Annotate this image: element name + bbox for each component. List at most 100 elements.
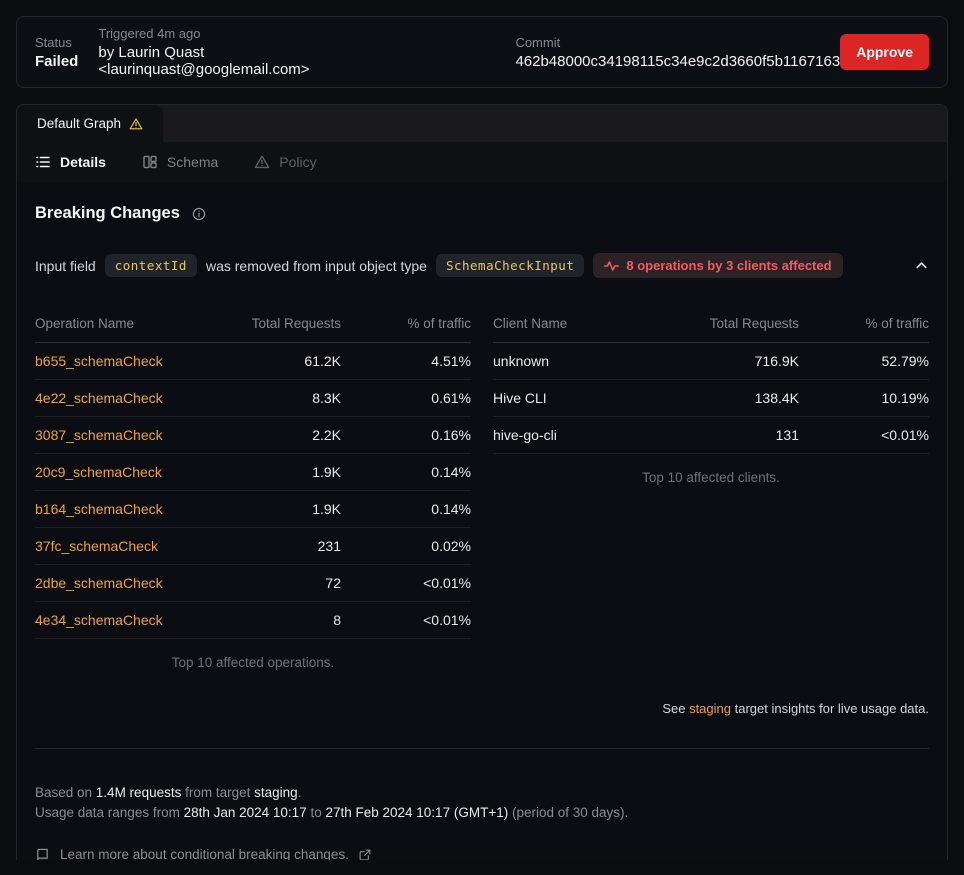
activity-pulse-icon [604, 260, 620, 272]
traffic-cell: 0.16% [431, 427, 471, 443]
type-code-chip: SchemaCheckInput [435, 254, 585, 277]
triggered-author: by Laurin Quast <laurinquast@googlemail.… [98, 44, 310, 78]
breaking-change-row[interactable]: Input field contextId was removed from i… [35, 253, 929, 278]
triggered-label: Triggered 4m ago [98, 26, 201, 41]
commit-hash: 462b48000c34198115c34e9c2d3660f5b1167163 [515, 52, 841, 70]
warning-triangle-icon [129, 117, 143, 131]
traffic-cell: <0.01% [423, 612, 471, 628]
tab-default-graph[interactable]: Default Graph [17, 105, 164, 142]
list-icon [35, 154, 51, 170]
table-row: b655_schemaCheck 61.2K 4.51% [35, 343, 471, 380]
info-icon[interactable] [192, 207, 206, 221]
table-row: unknown 716.9K 52.79% [493, 343, 929, 380]
traffic-cell: <0.01% [423, 575, 471, 591]
change-text-before: Input field [35, 257, 96, 274]
affected-badge: 8 operations by 3 clients affected [593, 253, 843, 278]
commit-label: Commit [515, 34, 561, 50]
triggered-column: Triggered 4m ago by Laurin Quast <laurin… [98, 26, 347, 78]
table-row: 4e34_schemaCheck 8 <0.01% [35, 602, 471, 639]
table-row: 20c9_schemaCheck 1.9K 0.14% [35, 454, 471, 491]
requests-cell: 231 [317, 538, 341, 554]
operation-link[interactable]: 3087_schemaCheck [35, 427, 163, 443]
operations-table: Operation Name Total Requests % of traff… [35, 305, 471, 670]
status-value: Failed [35, 52, 79, 70]
book-icon [35, 847, 50, 860]
requests-cell: 61.2K [304, 353, 341, 369]
requests-cell: 131 [775, 427, 799, 443]
operation-link[interactable]: 37fc_schemaCheck [35, 538, 158, 554]
graph-tabstrip: Default Graph [17, 105, 947, 142]
requests-cell: 1.9K [312, 501, 341, 517]
check-header-card: Status Failed Triggered 4m ago by Laurin… [16, 16, 948, 88]
traffic-cell: 52.79% [881, 353, 929, 369]
traffic-cell: 0.14% [431, 464, 471, 480]
tab-policy[interactable]: Policy [254, 154, 317, 170]
status-label: Status [35, 34, 72, 50]
table-row: 2dbe_schemaCheck 72 <0.01% [35, 565, 471, 602]
client-name-cell: unknown [493, 353, 550, 369]
usage-footer: Based on 1.4M requests from target stagi… [35, 783, 929, 860]
traffic-cell: 0.14% [431, 501, 471, 517]
details-content: Breaking Changes Input field contextId w… [17, 182, 947, 860]
clients-table-header: Client Name Total Requests % of traffic [493, 305, 929, 343]
breaking-changes-header: Breaking Changes [35, 204, 929, 223]
warning-triangle-icon [254, 154, 270, 170]
field-code-chip: contextId [104, 254, 197, 277]
insights-text-before: See [662, 701, 690, 716]
traffic-cell: 0.61% [431, 390, 471, 406]
client-name-cell: hive-go-cli [493, 427, 557, 443]
tab-schema[interactable]: Schema [142, 154, 218, 170]
requests-cell: 716.9K [754, 353, 799, 369]
tab-schema-label: Schema [166, 154, 219, 170]
operation-link[interactable]: b655_schemaCheck [35, 353, 163, 369]
operation-link[interactable]: 20c9_schemaCheck [35, 464, 162, 480]
operation-link[interactable]: 2dbe_schemaCheck [35, 575, 163, 591]
check-detail-card: Default Graph Details [16, 104, 948, 860]
section-title: Breaking Changes [35, 204, 180, 222]
clients-caption: Top 10 affected clients. [642, 470, 780, 485]
commit-column: Commit 462b48000c34198115c34e9c2d3660f5b… [515, 35, 840, 70]
change-text-middle: was removed from input object type [205, 257, 427, 274]
operations-table-header: Operation Name Total Requests % of traff… [35, 305, 471, 343]
graph-tab-label: Default Graph [37, 116, 122, 131]
table-row: 3087_schemaCheck 2.2K 0.16% [35, 417, 471, 454]
requests-cell: 2.2K [312, 427, 341, 443]
tab-details[interactable]: Details [35, 154, 106, 170]
requests-cell: 8.3K [312, 390, 341, 406]
learn-more-link[interactable]: Learn more about conditional breaking ch… [35, 845, 929, 860]
footer-divider [35, 748, 929, 749]
based-on-line: Based on 1.4M requests from target stagi… [35, 785, 302, 800]
insights-note: See staging target insights for live usa… [35, 701, 929, 716]
table-row: 4e22_schemaCheck 8.3K 0.61% [35, 380, 471, 417]
staging-target-link[interactable]: staging [689, 701, 731, 716]
chevron-up-icon[interactable] [914, 258, 929, 273]
traffic-cell: 0.02% [431, 538, 471, 554]
external-link-icon [359, 849, 371, 860]
insights-text-after: target insights for live usage data. [730, 701, 929, 716]
affected-badge-label: 8 operations by 3 clients affected [626, 258, 832, 273]
operation-link[interactable]: 4e34_schemaCheck [35, 612, 163, 628]
requests-cell: 72 [325, 575, 341, 591]
columns-icon [142, 154, 158, 170]
table-row: hive-go-cli 131 <0.01% [493, 417, 929, 454]
operations-caption: Top 10 affected operations. [171, 655, 335, 670]
traffic-cell: 10.19% [881, 390, 929, 406]
col-traffic: % of traffic [865, 316, 929, 331]
approve-button[interactable]: Approve [840, 34, 929, 70]
tab-details-label: Details [60, 154, 106, 170]
traffic-cell: 4.51% [431, 353, 471, 369]
table-row: 37fc_schemaCheck 231 0.02% [35, 528, 471, 565]
operation-link[interactable]: b164_schemaCheck [35, 501, 163, 517]
requests-cell: 1.9K [312, 464, 341, 480]
col-operation-name: Operation Name [35, 316, 135, 331]
operation-link[interactable]: 4e22_schemaCheck [35, 390, 163, 406]
check-toolbar: Details Schema [17, 142, 947, 182]
learn-more-label: Learn more about conditional breaking ch… [60, 847, 349, 860]
requests-cell: 8 [333, 612, 341, 628]
change-description: Input field contextId was removed from i… [35, 253, 843, 278]
col-client-name: Client Name [493, 316, 568, 331]
col-total-requests: Total Requests [251, 316, 341, 331]
requests-cell: 138.4K [754, 390, 799, 406]
col-traffic: % of traffic [407, 316, 471, 331]
